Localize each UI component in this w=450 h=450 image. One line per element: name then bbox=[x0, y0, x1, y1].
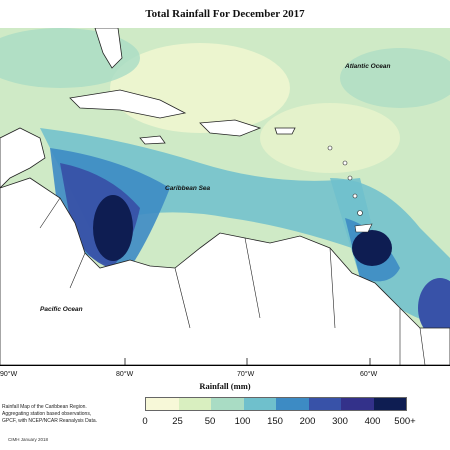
lon-tick-70w: 70°W bbox=[237, 371, 255, 378]
colorbar-swatch bbox=[276, 398, 309, 410]
colorbar-swatch bbox=[211, 398, 244, 410]
caption-line-1: Rainfall Map of the Caribbean Region. bbox=[2, 404, 87, 410]
caribbean-sea-label: Caribbean Sea bbox=[165, 185, 211, 192]
atlantic-ocean-label: Atlantic Ocean bbox=[345, 63, 391, 70]
colorbar-tick-label: 0 bbox=[142, 416, 148, 427]
rainfall-map bbox=[0, 28, 450, 366]
colorbar-swatch bbox=[146, 398, 179, 410]
map-title: Total Rainfall For December 2017 bbox=[145, 8, 305, 20]
colorbar-tick-label: 100 bbox=[234, 416, 251, 427]
credit-text: CIMH January 2018 bbox=[8, 437, 49, 442]
colorbar-tick-label: 25 bbox=[172, 416, 183, 427]
colorbar-tick-label: 300 bbox=[332, 416, 348, 427]
colorbar-swatch bbox=[243, 398, 276, 410]
colorbar-swatch bbox=[341, 398, 374, 410]
colorbar-tick-label: 150 bbox=[267, 416, 283, 427]
colorbar-tick-label: 500+ bbox=[394, 416, 416, 427]
lon-tick-80w: 80°W bbox=[116, 371, 134, 378]
lon-tick-90w: 90°W bbox=[0, 371, 18, 378]
colorbar-title: Rainfall (mm) bbox=[199, 381, 251, 391]
caption-line-3: GPCF, with NCEP/NCAR Reanalysis Data. bbox=[2, 418, 98, 424]
colorbar-tick-label: 50 bbox=[204, 416, 216, 427]
pacific-ocean-label: Pacific Ocean bbox=[40, 306, 83, 313]
lon-tick-60w: 60°W bbox=[360, 371, 378, 378]
rainfall-colorbar bbox=[145, 397, 407, 411]
caption-line-2: Aggregating station based observations, bbox=[2, 411, 92, 417]
colorbar-tick-label: 200 bbox=[299, 416, 316, 427]
colorbar-swatch bbox=[178, 398, 211, 410]
colorbar-swatch bbox=[373, 398, 406, 410]
colorbar-tick-label: 400 bbox=[364, 416, 381, 427]
colorbar-swatch bbox=[308, 398, 341, 410]
